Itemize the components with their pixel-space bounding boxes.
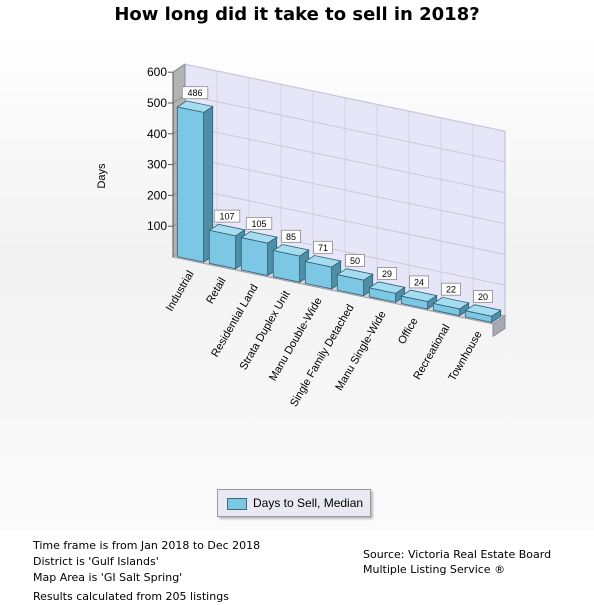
x-tick-label: Industrial (164, 269, 197, 314)
legend-swatch (227, 498, 247, 510)
bar-front (400, 295, 429, 310)
data-label: 105 (251, 219, 266, 229)
y-tick-label: 100 (147, 219, 167, 233)
x-tick-label: Single Family Detached (288, 302, 356, 409)
footer-listings: Results calculated from 205 listings (33, 590, 229, 603)
source-line-1: Source: Victoria Real Estate Board (363, 548, 552, 561)
data-label: 107 (219, 212, 234, 222)
data-label-box (213, 209, 241, 223)
grid-line-side (172, 63, 186, 73)
footer-district: District is 'Gulf Islands' (33, 555, 159, 568)
data-label-box (281, 229, 301, 243)
data-label: 20 (478, 292, 488, 302)
y-axis-title: Days (96, 163, 108, 189)
footer-source: Source: Victoria Real Estate Board Multi… (363, 547, 551, 577)
data-label-box (473, 290, 493, 303)
chart-svg: 100 200 300 400 500 600 Days 486 Industrial 107 Re… (96, 63, 507, 409)
chart-title: How long did it take to sell in 2018? (114, 4, 480, 25)
bar-front (176, 106, 205, 263)
y-tick-label: 400 (147, 127, 167, 141)
data-label: 22 (446, 285, 456, 295)
bar-front (272, 250, 301, 283)
source-line-2: Multiple Listing Service ® (363, 563, 506, 576)
bar-front (336, 274, 365, 297)
data-label-box (441, 282, 461, 296)
data-label-box (409, 275, 429, 289)
legend-label: Days to Sell, Median (253, 496, 364, 510)
x-tick-label: Office (396, 316, 421, 347)
x-tick-label: Recreational (411, 322, 452, 381)
bar-front (240, 237, 269, 276)
floor-edge (492, 315, 506, 338)
data-label: 486 (187, 88, 202, 98)
data-label: 29 (382, 269, 392, 279)
footer-info: Time frame is from Jan 2018 to Dec 2018 … (33, 538, 260, 605)
bar-front (368, 287, 397, 303)
data-label: 24 (414, 277, 424, 287)
y-tick-label: 200 (147, 188, 167, 202)
bar-front (464, 310, 493, 323)
data-label: 85 (286, 232, 296, 242)
bar-front (304, 261, 333, 290)
data-label-box (377, 267, 397, 281)
data-label-box (313, 240, 333, 254)
x-tick-label: Townhouse (446, 329, 484, 383)
y-tick-label: 500 (147, 96, 167, 110)
y-tick-label: 600 (147, 65, 167, 79)
x-tick-label: Retail (204, 276, 228, 306)
data-label-box (345, 254, 365, 267)
legend: Days to Sell, Median (217, 489, 371, 517)
bar-front (432, 303, 461, 317)
y-tick-label: 300 (147, 158, 167, 172)
data-label-box (245, 216, 273, 230)
chart-panel: 100 200 300 400 500 600 Days 486 Industrial 107 Re… (0, 30, 594, 530)
footer-map-area: Map Area is 'GI Salt Spring' (33, 571, 183, 584)
data-label-box (181, 86, 209, 100)
data-label: 50 (350, 256, 360, 266)
bar-front (208, 229, 237, 270)
data-label: 71 (318, 243, 328, 253)
footer-timeframe: Time frame is from Jan 2018 to Dec 2018 (33, 539, 261, 552)
